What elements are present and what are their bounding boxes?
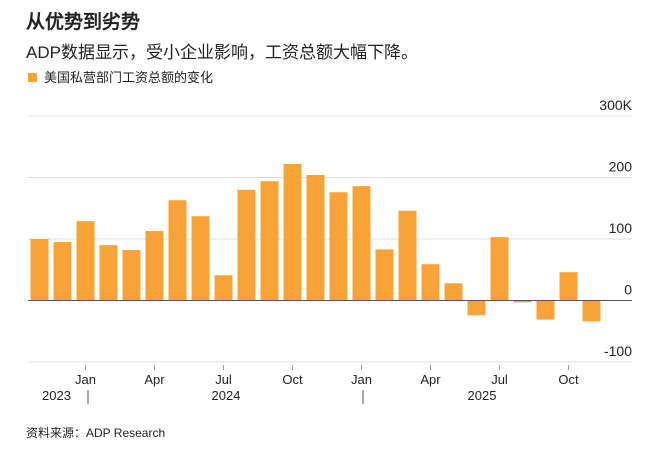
bar (582, 300, 601, 322)
bar (490, 237, 509, 301)
bar (191, 216, 210, 301)
bar (467, 300, 486, 316)
year-label: 2025 (468, 388, 497, 403)
x-tick-label: Oct (282, 372, 303, 387)
chart-title: 从优势到劣势 (26, 10, 140, 33)
y-tick-label: 300K (599, 97, 632, 113)
bar (283, 163, 302, 301)
bar (444, 283, 463, 301)
y-tick-label: 100 (609, 220, 633, 236)
y-tick-label: 0 (624, 282, 632, 298)
bar (214, 275, 233, 301)
bar (30, 239, 49, 301)
x-tick-label: Apr (144, 372, 165, 387)
bar (398, 210, 417, 301)
x-tick-label: Oct (558, 372, 579, 387)
bar (306, 175, 325, 301)
y-tick-label: 200 (609, 159, 633, 175)
y-tick-label: -100 (604, 343, 632, 359)
bar (145, 231, 164, 301)
bar (513, 300, 532, 303)
bar (168, 200, 187, 301)
bar (260, 181, 279, 301)
x-tick-label: Jan (75, 372, 96, 387)
bar (559, 272, 578, 301)
x-tick-label: Apr (420, 372, 441, 387)
bar (99, 245, 118, 301)
legend-swatch (28, 73, 37, 82)
bar (329, 192, 348, 301)
chart-subtitle: ADP数据显示，受小企业影响，工资总额大幅下降。 (26, 43, 418, 62)
bar (76, 221, 95, 301)
bar (53, 242, 72, 301)
x-tick-label: Jan (351, 372, 372, 387)
bar (421, 264, 440, 301)
bar (375, 249, 394, 301)
x-tick-label: Jul (491, 372, 508, 387)
bar (352, 186, 371, 301)
legend-label: 美国私营部门工资总额的变化 (44, 70, 213, 85)
year-label: 2023 (42, 388, 71, 403)
year-label: 2024 (212, 388, 241, 403)
bar (122, 250, 141, 301)
x-tick-label: Jul (215, 372, 232, 387)
bar (237, 189, 256, 301)
source: 资料来源：ADP Research (26, 426, 165, 440)
bar (536, 300, 555, 320)
